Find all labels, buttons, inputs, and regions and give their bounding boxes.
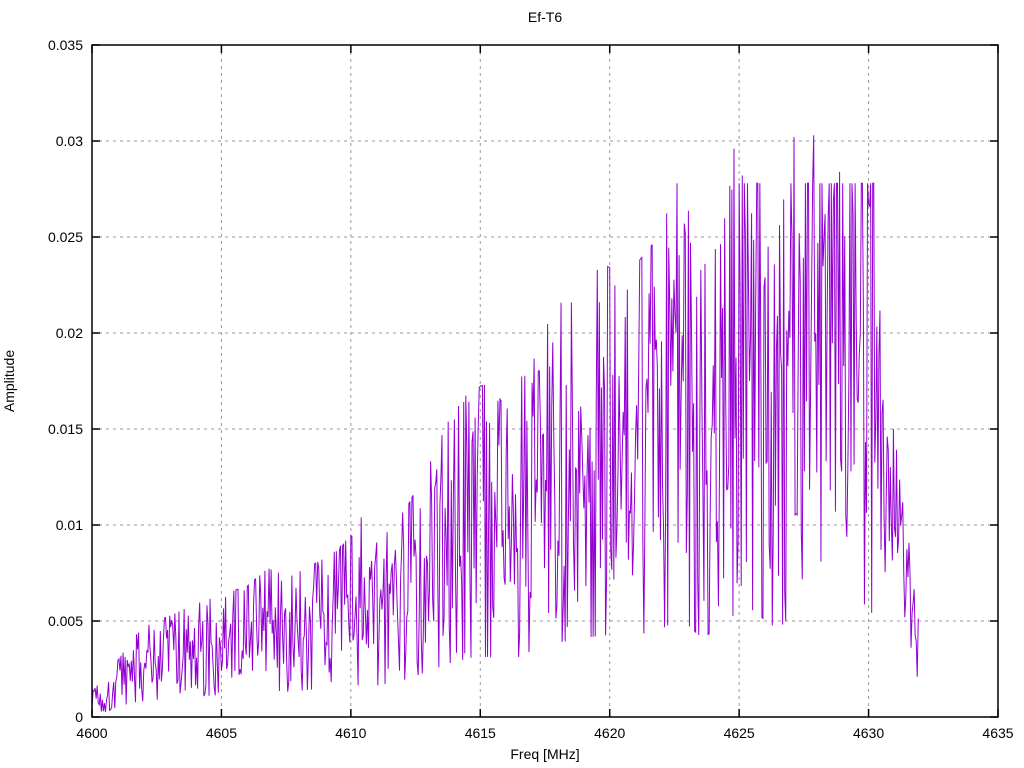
x-tick-label: 4625 [724,725,755,741]
x-tick-label: 4605 [206,725,237,741]
x-tick-label: 4630 [853,725,884,741]
y-axis-label: Amplitude [1,350,17,412]
y-tick-label: 0.015 [48,421,83,437]
x-tick-label: 4615 [465,725,496,741]
tick-labels: 4600 4605 4610 4615 4620 4625 4630 4635 0 0.005 0.… [48,37,1014,741]
chart-title: Ef-T6 [528,9,562,25]
y-tick-label: 0 [75,709,83,725]
x-tick-label: 4620 [594,725,625,741]
x-tick-label: 4635 [982,725,1013,741]
y-tick-label: 0.03 [56,133,83,149]
y-tick-label: 0.035 [48,37,83,53]
y-tick-label: 0.02 [56,325,83,341]
y-tick-label: 0.01 [56,517,83,533]
y-tick-label: 0.025 [48,229,83,245]
y-tick-label: 0.005 [48,613,83,629]
x-tick-label: 4610 [335,725,366,741]
plot-border [91,44,999,718]
x-tick-label: 4600 [76,725,107,741]
axes [91,44,999,718]
grid-lines [91,44,999,718]
x-axis-label: Freq [MHz] [510,746,579,762]
spectrum-line [91,135,919,713]
data-trace [91,135,919,713]
